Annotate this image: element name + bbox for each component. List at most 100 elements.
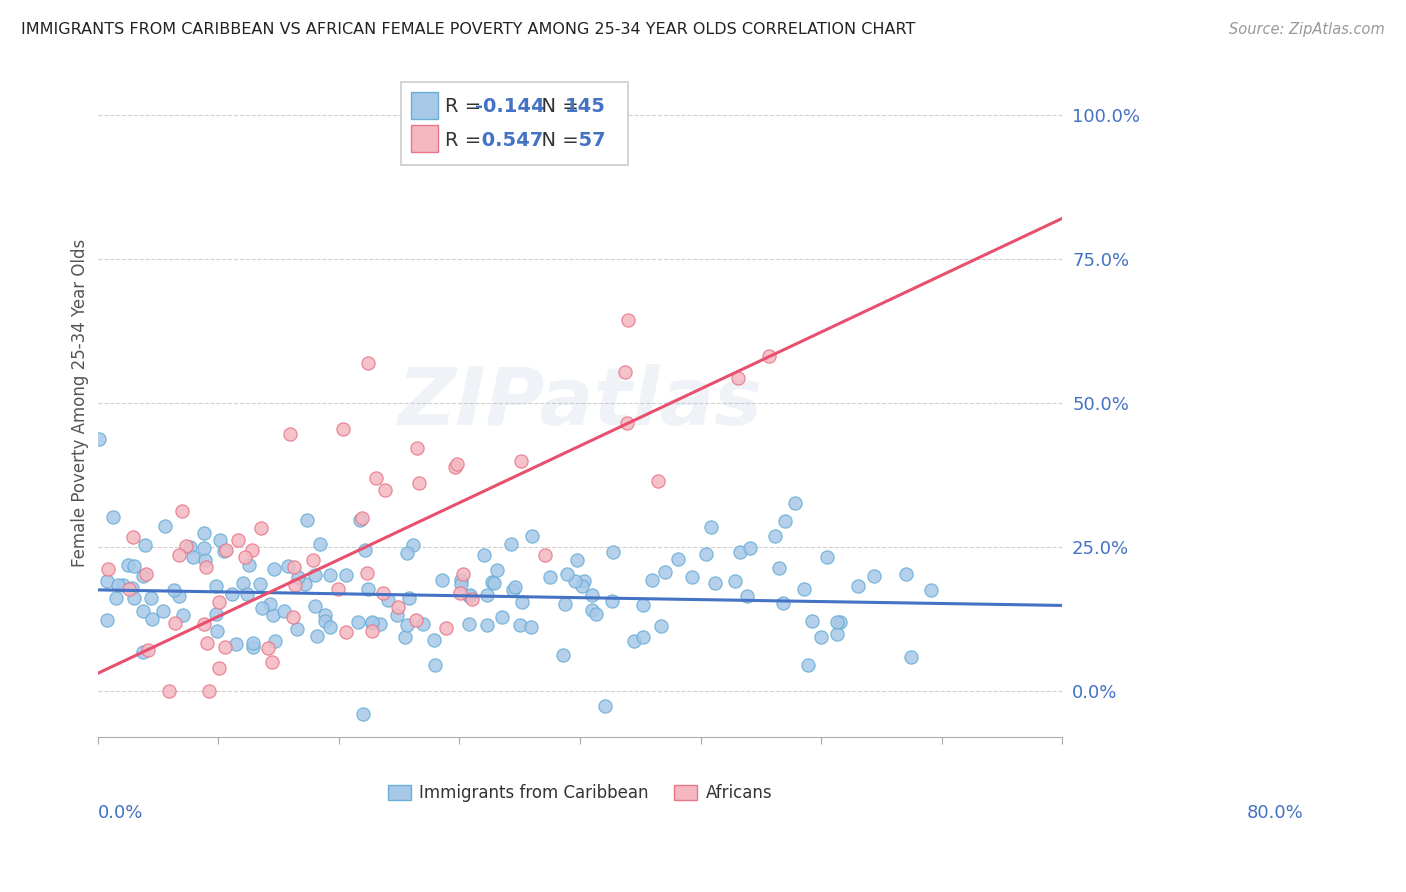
- Point: [347, 615, 370, 629]
- Point: [103, 509, 125, 524]
- Point: [783, 496, 806, 510]
- Point: [825, 627, 848, 641]
- Point: [553, 648, 575, 663]
- Point: [408, 475, 430, 490]
- Point: [357, 356, 380, 370]
- Point: [117, 582, 139, 596]
- Point: [617, 312, 640, 326]
- Point: [593, 699, 616, 714]
- Point: [921, 582, 943, 597]
- Point: [141, 612, 163, 626]
- Point: [285, 622, 308, 636]
- Point: [132, 645, 155, 659]
- Point: [446, 458, 468, 472]
- Point: [377, 593, 399, 607]
- Point: [430, 573, 453, 587]
- Point: [278, 426, 301, 441]
- Point: [193, 541, 215, 555]
- Point: [249, 521, 271, 535]
- Point: [242, 636, 264, 650]
- Point: [208, 594, 231, 608]
- Point: [681, 570, 703, 584]
- Point: [703, 576, 725, 591]
- Point: [256, 640, 278, 655]
- Point: [763, 529, 786, 543]
- Point: [773, 514, 796, 528]
- Point: [810, 630, 832, 644]
- Point: [284, 578, 307, 592]
- Point: [370, 616, 392, 631]
- Text: Source: ZipAtlas.com: Source: ZipAtlas.com: [1229, 22, 1385, 37]
- Point: [225, 637, 247, 651]
- Point: [631, 598, 654, 612]
- Point: [259, 597, 281, 611]
- Point: [107, 578, 129, 592]
- Point: [352, 706, 374, 721]
- Point: [252, 601, 274, 615]
- Point: [262, 608, 284, 623]
- Point: [623, 634, 645, 648]
- Point: [434, 621, 457, 635]
- Point: [232, 575, 254, 590]
- Point: [135, 567, 157, 582]
- Point: [758, 349, 780, 363]
- Point: [96, 574, 118, 588]
- Point: [412, 617, 434, 632]
- Point: [361, 616, 384, 631]
- Point: [335, 568, 357, 582]
- Point: [423, 633, 446, 648]
- Point: [264, 634, 287, 648]
- Text: N =: N =: [529, 97, 585, 116]
- Point: [167, 548, 190, 562]
- Point: [509, 618, 531, 632]
- Point: [502, 583, 524, 598]
- Y-axis label: Female Poverty Among 25-34 Year Olds: Female Poverty Among 25-34 Year Olds: [72, 238, 89, 566]
- Point: [740, 541, 762, 556]
- Point: [863, 569, 886, 583]
- Text: R =: R =: [444, 97, 488, 116]
- Point: [139, 591, 162, 606]
- Point: [450, 577, 472, 591]
- Point: [353, 543, 375, 558]
- Point: [654, 565, 676, 579]
- Point: [395, 546, 418, 560]
- Point: [585, 607, 607, 621]
- Point: [481, 574, 503, 589]
- Point: [520, 529, 543, 543]
- Point: [304, 568, 326, 582]
- Point: [226, 533, 249, 547]
- Legend: Immigrants from Caribbean, Africans: Immigrants from Caribbean, Africans: [381, 777, 779, 809]
- Point: [194, 560, 217, 574]
- Point: [830, 615, 852, 629]
- Point: [451, 566, 474, 581]
- Point: [153, 519, 176, 533]
- Point: [461, 591, 484, 606]
- Point: [614, 365, 637, 379]
- Point: [486, 563, 509, 577]
- Point: [131, 603, 153, 617]
- Point: [361, 624, 384, 639]
- Point: [374, 483, 396, 497]
- Point: [602, 545, 624, 559]
- Bar: [411, 92, 439, 119]
- Point: [482, 576, 505, 591]
- Point: [294, 577, 316, 591]
- Point: [283, 610, 305, 624]
- Text: ZIPatlas: ZIPatlas: [398, 364, 762, 442]
- Point: [319, 568, 342, 582]
- Point: [152, 604, 174, 618]
- Point: [163, 616, 186, 631]
- Point: [214, 543, 236, 558]
- Point: [122, 591, 145, 605]
- Point: [735, 589, 758, 603]
- Point: [136, 643, 159, 657]
- Point: [457, 617, 479, 632]
- Point: [287, 570, 309, 584]
- Point: [565, 552, 588, 566]
- Point: [361, 615, 384, 630]
- Point: [221, 586, 243, 600]
- Point: [167, 589, 190, 603]
- Point: [616, 416, 638, 430]
- Text: IMMIGRANTS FROM CARIBBEAN VS AFRICAN FEMALE POVERTY AMONG 25-34 YEAR OLDS CORREL: IMMIGRANTS FROM CARIBBEAN VS AFRICAN FEM…: [21, 22, 915, 37]
- Point: [174, 539, 197, 553]
